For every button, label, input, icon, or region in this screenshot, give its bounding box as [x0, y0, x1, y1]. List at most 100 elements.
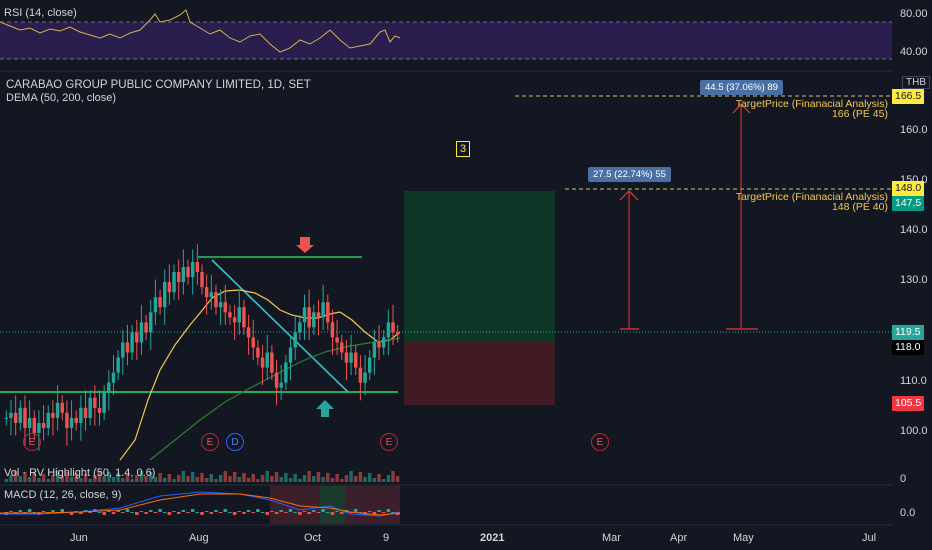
x-tick: May: [733, 532, 754, 544]
dema-label: DEMA (50, 200, close): [6, 92, 117, 104]
macd-bar: [135, 512, 139, 515]
x-tick: Jun: [70, 532, 88, 544]
price-tag: 119.5: [892, 325, 924, 340]
candle-body: [121, 342, 125, 358]
volume-bar: [18, 476, 23, 482]
earnings-event-icon[interactable]: E: [380, 433, 398, 451]
macd-bar: [298, 512, 302, 515]
y-tick: 130.0: [900, 274, 928, 286]
sell-arrow-icon: [296, 237, 314, 253]
macd-bar: [381, 512, 386, 513]
candle-body: [9, 412, 13, 418]
macd-bar: [149, 510, 153, 512]
volume-bar: [172, 479, 176, 482]
macd-bar: [88, 512, 92, 513]
x-tick: Apr: [670, 532, 688, 544]
volume-bar: [386, 475, 391, 482]
y-tick: 100.0: [900, 425, 928, 437]
earnings-event-icon[interactable]: E: [201, 433, 219, 451]
volume-bar: [284, 473, 288, 482]
volume-bar: [97, 471, 102, 482]
macd-bar: [172, 511, 176, 512]
candle-body: [186, 267, 190, 278]
candle-body: [251, 337, 255, 348]
dividend-event-icon[interactable]: D: [226, 433, 244, 451]
volume-bar: [93, 475, 97, 482]
volume-bar: [125, 474, 130, 482]
volume-bar: [246, 478, 251, 482]
earnings-event-icon[interactable]: E: [591, 433, 609, 451]
macd-bar: [372, 512, 377, 514]
candle-body: [293, 332, 297, 348]
macd-bar: [51, 510, 55, 512]
volume-bar: [186, 476, 190, 482]
candle-body: [37, 422, 41, 433]
candle-body: [340, 342, 344, 353]
wave-number: 3: [456, 141, 471, 157]
rsi-upper-label: 80.00: [900, 8, 928, 20]
volume-bar: [237, 477, 241, 482]
target2-text: TargetPrice (Finanacial Analysis): [735, 98, 888, 110]
profit-zone: [404, 191, 555, 341]
macd-bar: [41, 511, 46, 512]
x-tick: 9: [383, 532, 390, 544]
volume-bar: [65, 472, 69, 482]
macd-bar: [176, 512, 181, 514]
macd-bar: [79, 512, 83, 514]
candle-body: [88, 397, 92, 418]
volume-bar: [32, 473, 37, 482]
volume-bar: [367, 473, 372, 482]
macd-bar: [107, 511, 111, 512]
candle-body: [298, 322, 302, 333]
volume-bar: [135, 475, 139, 482]
candle-body: [74, 417, 78, 423]
volume-bar: [316, 472, 321, 482]
volume-bar: [307, 471, 311, 482]
macd-bar: [195, 512, 200, 513]
macd-bar: [9, 511, 13, 512]
macd-bar: [251, 512, 255, 513]
candle-body: [330, 322, 335, 338]
candle-body: [144, 322, 148, 333]
macd-bar: [270, 511, 274, 512]
macd-bar: [386, 509, 391, 512]
buy-arrow-icon: [316, 400, 334, 417]
loss-zone: [404, 341, 555, 405]
macd-bar: [279, 510, 283, 512]
candle-body: [237, 307, 241, 323]
target1-box: 27.5 (22.74%) 55: [588, 167, 671, 182]
volume-bar: [363, 477, 367, 482]
dema-200-line: [149, 337, 401, 461]
volume-bar: [274, 472, 279, 482]
candle-body: [181, 267, 186, 283]
candle-body: [274, 372, 279, 388]
volume-bar: [111, 477, 116, 482]
candle-body: [209, 292, 214, 298]
candle-body: [395, 332, 400, 335]
macd-bar: [139, 511, 144, 512]
volume-bar: [340, 479, 344, 482]
volume-bar: [176, 475, 181, 482]
macd-bar: [256, 509, 260, 512]
target2-box: 44.5 (37.06%) 89: [700, 80, 783, 95]
macd-bar: [181, 510, 186, 512]
volume-bar: [377, 474, 381, 482]
candle-body: [223, 302, 228, 313]
volume-bar: [302, 475, 307, 482]
candle-body: [256, 347, 260, 358]
candle-body: [93, 397, 97, 408]
macd-bar: [232, 512, 237, 515]
price-tag: 105.5: [892, 396, 925, 411]
volume-bar: [163, 478, 167, 482]
volume-bar: [200, 473, 204, 482]
macd-bar: [260, 512, 265, 513]
target1-subtext: 148 (PE 40): [831, 201, 888, 213]
rsi-band: [0, 22, 892, 59]
earnings-event-icon[interactable]: E: [23, 433, 41, 451]
volume-bar: [149, 472, 153, 482]
target2-subtext: 166 (PE 45): [831, 108, 888, 120]
volume-bar: [153, 477, 158, 482]
x-tick: Mar: [602, 532, 621, 544]
volume-bar: [9, 475, 13, 482]
